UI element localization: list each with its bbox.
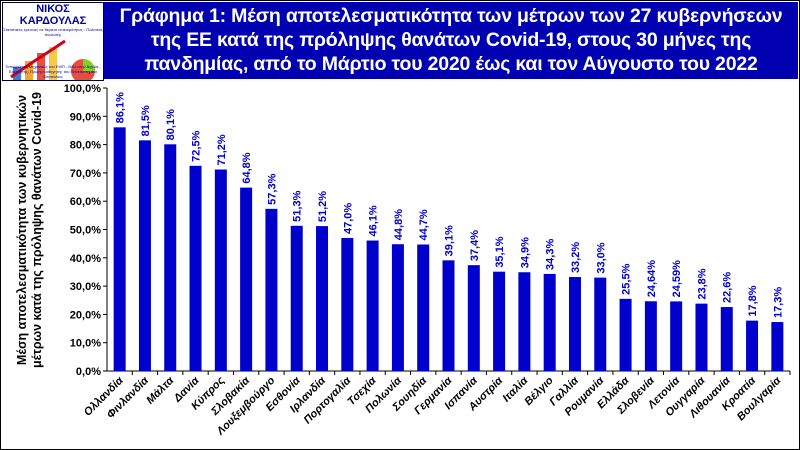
data-label: 81,5%: [140, 105, 152, 136]
logo-subtitle: Στατιστικός έρευνας σε θέματα επικαιρότη…: [3, 27, 103, 37]
data-label: 64,8%: [241, 152, 253, 183]
bar: [214, 169, 227, 371]
bar: [644, 301, 657, 371]
data-label: 51,2%: [317, 191, 329, 222]
bar: [290, 225, 303, 371]
y-tick-label: 10,0%: [70, 338, 101, 350]
data-label: 71,2%: [216, 134, 228, 165]
bar: [265, 208, 278, 371]
data-label: 33,2%: [570, 242, 582, 273]
data-label: 37,4%: [469, 230, 481, 261]
bar: [746, 320, 759, 371]
bar: [695, 303, 708, 371]
data-label: 25,5%: [621, 263, 633, 294]
y-tick-label: 100,0%: [64, 83, 102, 95]
y-tick-label: 20,0%: [70, 309, 101, 321]
y-tick-label: 90,0%: [70, 111, 101, 123]
bar: [670, 301, 683, 371]
data-label: 86,1%: [115, 92, 127, 123]
bar: [720, 307, 733, 371]
bar: [240, 187, 253, 371]
bar: [543, 273, 556, 371]
bar: [467, 265, 480, 371]
bar: [113, 127, 126, 371]
data-label: 72,5%: [191, 130, 203, 161]
bar: [771, 322, 784, 371]
data-label: 24,59%: [671, 260, 683, 298]
chart-title: Γράφημα 1: Μέση αποτελεσματικότητα των μ…: [104, 2, 798, 79]
bar: [493, 271, 506, 371]
data-label: 46,1%: [368, 205, 380, 236]
logo-chart-icon: [10, 39, 95, 80]
data-label: 35,1%: [494, 236, 506, 267]
title-line: πανδημίας, από το Μάρτιο του 2020 έως κα…: [144, 53, 758, 75]
bar: [442, 260, 455, 371]
x-tick-label: Μάλτα: [144, 374, 177, 407]
bar: [619, 298, 632, 371]
data-label: 39,1%: [444, 225, 456, 256]
y-tick-label: 50,0%: [70, 225, 101, 237]
y-tick-label: 30,0%: [70, 281, 101, 293]
data-label: 34,9%: [519, 237, 531, 268]
data-label: 44,7%: [418, 209, 430, 240]
bar: [594, 277, 607, 371]
y-tick-label: 60,0%: [70, 196, 101, 208]
data-label: 47,0%: [342, 203, 354, 234]
data-label: 17,8%: [747, 285, 759, 316]
y-tick-label: 40,0%: [70, 253, 101, 265]
data-label: 57,3%: [266, 173, 278, 204]
bar: [138, 140, 151, 371]
data-label: 17,3%: [772, 287, 784, 318]
data-label: 33,0%: [595, 242, 607, 273]
data-label: 80,1%: [165, 109, 177, 140]
bar: [341, 237, 354, 371]
bar: [366, 240, 379, 371]
data-label: 34,3%: [545, 239, 557, 270]
y-tick-label: 70,0%: [70, 168, 101, 180]
title-line: της ΕΕ κατά της πρόληψης θανάτων Covid-1…: [150, 29, 752, 51]
y-tick-label: 80,0%: [70, 140, 101, 152]
bar: [417, 244, 430, 371]
bar: [164, 144, 177, 371]
bar: [391, 244, 404, 371]
bar: [518, 272, 531, 371]
logo-footer: Τοπογράφος Μηχανικός του ΕΜΠ - MSc στην …: [5, 64, 101, 79]
data-label: 44,8%: [393, 209, 405, 240]
data-label: 22,6%: [722, 272, 734, 303]
y-tick-label: 0,0%: [76, 366, 101, 378]
data-label: 23,8%: [696, 268, 708, 299]
bar: [568, 277, 581, 371]
data-label: 24,64%: [646, 260, 658, 298]
data-label: 51,3%: [292, 190, 304, 221]
bar: [189, 165, 202, 371]
logo: ΝΙΚΟΣ ΚΑΡΔΟΥΛΑΣ Στατιστικός έρευνας σε θ…: [2, 2, 104, 81]
logo-name: ΝΙΚΟΣ ΚΑΡΔΟΥΛΑΣ: [19, 3, 87, 27]
title-line: Γράφημα 1: Μέση αποτελεσματικότητα των μ…: [119, 5, 783, 27]
bar: [316, 226, 329, 371]
